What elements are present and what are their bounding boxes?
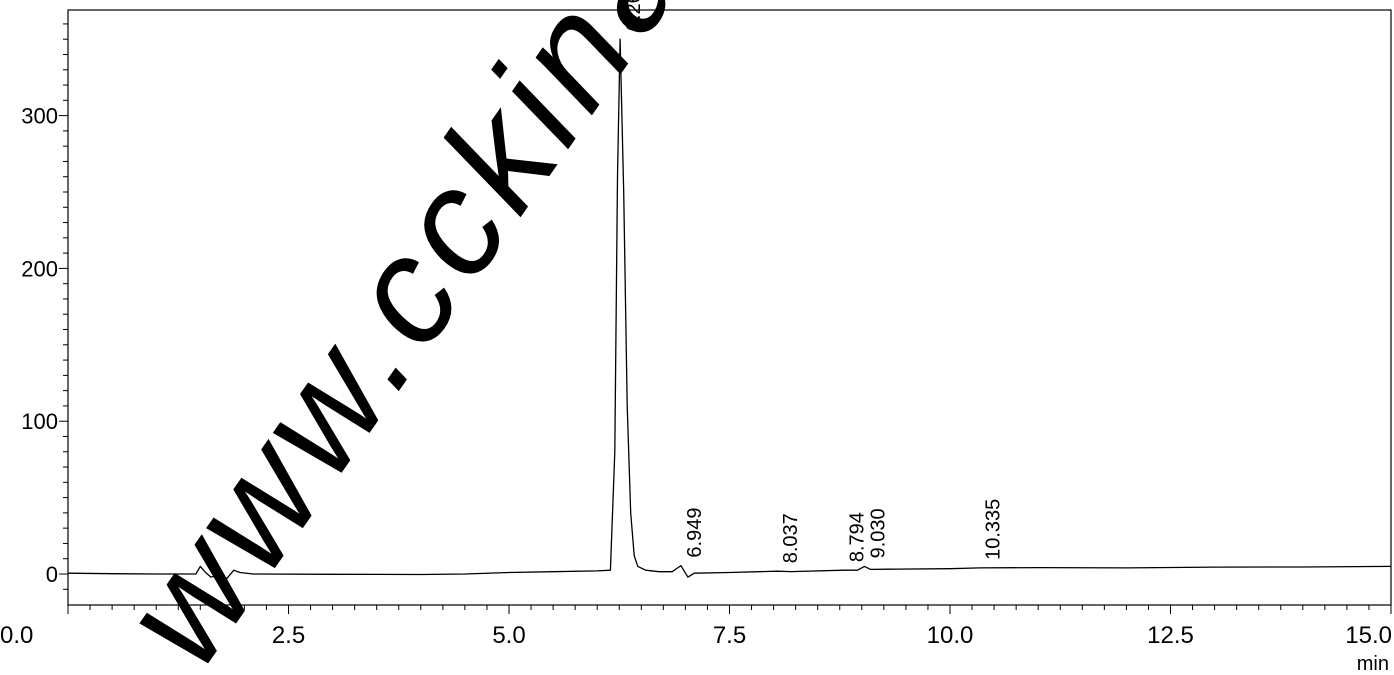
peak-label: 8.037 [780,513,802,563]
watermark-text: www.cckinase.com [89,0,1027,675]
x-tick-label: 2.5 [272,622,305,649]
x-tick-label: 12.5 [1147,622,1194,649]
x-tick-label: 0.0 [0,622,33,649]
series-line-0 [67,38,1392,580]
peak-label: 6.260 [623,0,645,31]
x-axis-label: min [1357,653,1389,675]
x-tick-label: 10.0 [927,622,974,649]
watermark: www.cckinase.com [89,0,1027,675]
x-tick-label: 7.5 [713,622,746,649]
series-layer [67,38,1392,580]
y-tick-label: 0 [46,562,58,587]
peak-label: 8.794 [847,512,869,562]
peak-label: 6.949 [684,508,706,558]
y-tick-label: 300 [21,104,58,129]
peak-label: 10.335 [983,499,1005,560]
y-axis: 0 100 200 300 [21,23,68,590]
y-tick-label: 200 [21,256,58,281]
y-tick-label: 100 [21,409,58,434]
peak-label: 9.030 [867,508,889,558]
x-tick-label: 15.0 [1345,622,1392,649]
x-tick-label: 5.0 [492,622,525,649]
x-axis: 0.0 2.5 5.0 7.5 10.0 12.5 15.0 [0,605,1392,649]
